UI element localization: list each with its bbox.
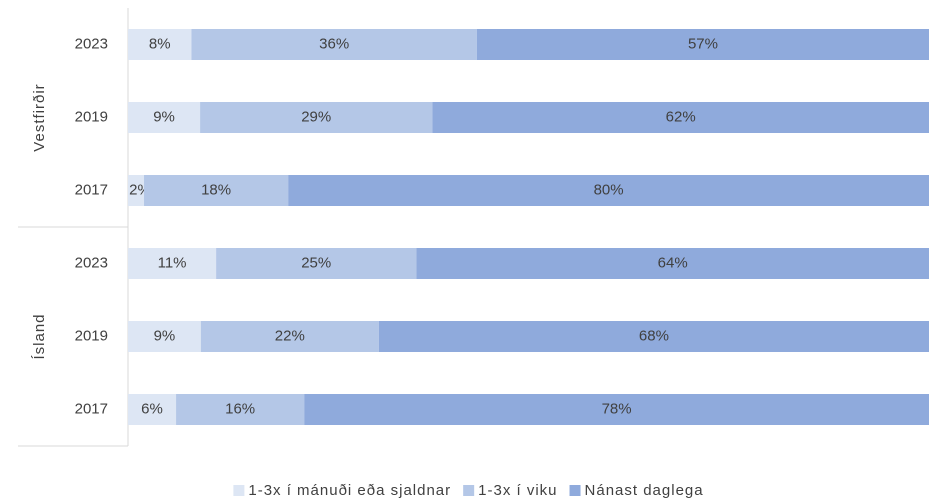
y-tick-label: 2017 (75, 400, 108, 417)
bar-segment (128, 175, 145, 206)
data-label: 36% (319, 35, 349, 52)
y-tick-label: 2017 (75, 181, 108, 198)
bar-segment (216, 248, 417, 279)
bar-segment (304, 394, 929, 425)
bar-segment (176, 394, 305, 425)
data-label: 16% (225, 400, 255, 417)
bar-segment (144, 175, 289, 206)
bar-segment (200, 102, 433, 133)
data-label: 78% (602, 400, 632, 417)
data-label: 68% (639, 327, 669, 344)
data-label: 6% (141, 400, 163, 417)
bar-segment (128, 102, 201, 133)
bar-segment (128, 321, 201, 352)
bar-segment (128, 29, 192, 60)
y-tick-label: 2023 (75, 35, 108, 52)
data-label: 11% (158, 254, 187, 271)
bar-segment (432, 102, 929, 133)
bar-segment (191, 29, 477, 60)
data-label: 9% (153, 108, 175, 125)
bar-segment (476, 29, 929, 60)
y-tick-label: 2019 (75, 327, 108, 344)
data-label: 18% (201, 181, 231, 198)
legend-text: 1-3x í mánuði eða sjaldnar (248, 482, 451, 499)
bar-segment (128, 394, 177, 425)
data-label: 22% (275, 327, 305, 344)
data-label: 80% (594, 181, 624, 198)
data-label: 8% (149, 35, 171, 52)
data-label: 64% (658, 254, 688, 271)
bar-segment (200, 321, 379, 352)
legend-text: Nánast daglega (585, 482, 704, 499)
y-tick-label: 2019 (75, 108, 108, 125)
legend-swatch (463, 485, 475, 496)
data-label: 57% (688, 35, 718, 52)
bar-segment (416, 248, 929, 279)
data-label: 62% (666, 108, 696, 125)
legend-swatch (233, 485, 245, 496)
group-label: Ísland (31, 313, 48, 359)
y-tick-label: 2023 (75, 254, 108, 271)
bar-segment (288, 175, 929, 206)
legend-swatch (569, 485, 581, 496)
bar-segment (128, 248, 217, 279)
data-label: 25% (301, 254, 331, 271)
group-label: Vestfirðir (31, 83, 48, 151)
bar-segment (378, 321, 929, 352)
data-label: 9% (154, 327, 176, 344)
legend-text: 1-3x í viku (478, 482, 557, 499)
data-label: 29% (301, 108, 331, 125)
